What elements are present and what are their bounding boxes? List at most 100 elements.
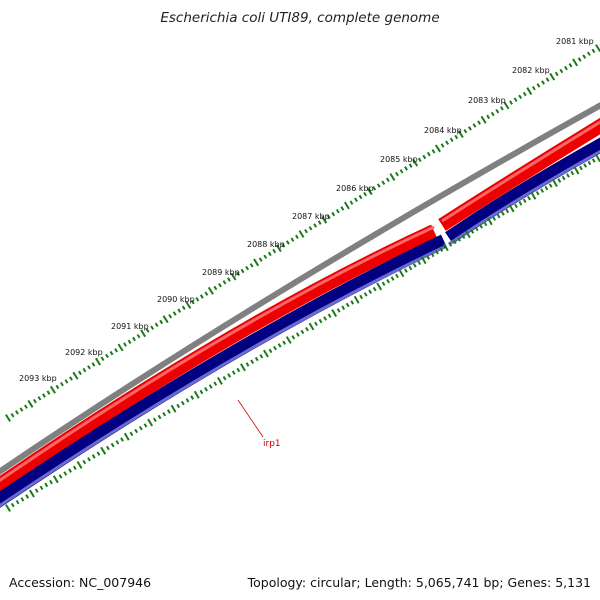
inner-tick-minor <box>224 377 226 380</box>
inner-tick-minor <box>45 483 47 487</box>
inner-tick-minor <box>260 355 262 358</box>
outer-tick-minor <box>174 312 176 315</box>
outer-tick-minor <box>151 326 153 329</box>
inner-tick-minor <box>414 264 416 267</box>
inner-tick-minor <box>558 179 560 183</box>
inner-tick-minor <box>205 388 207 392</box>
inner-tick-minor <box>191 396 193 400</box>
inner-tick-minor <box>347 303 349 307</box>
outer-tick-minor <box>396 172 398 175</box>
inner-tick-minor <box>418 261 420 265</box>
inner-tick-major <box>172 405 176 412</box>
inner-tick-minor <box>537 192 539 195</box>
inner-tick-minor <box>163 413 165 416</box>
inner-tick-major <box>332 310 336 317</box>
outer-tick-major <box>527 88 531 95</box>
outer-tick-minor <box>219 284 221 287</box>
outer-tick-minor <box>20 408 22 411</box>
irp1-leader-line <box>238 400 263 437</box>
outer-tick-minor <box>350 201 352 204</box>
outer-tick-minor <box>314 224 316 227</box>
outer-tick-minor <box>65 380 67 383</box>
inner-tick-minor <box>121 438 123 441</box>
inner-tick-minor <box>64 472 66 475</box>
inner-tick-minor <box>270 349 272 353</box>
outer-tick-minor <box>382 181 384 184</box>
outer-tick-minor <box>178 309 180 312</box>
outer-tick-major <box>573 59 577 66</box>
gene-label-irp1[interactable]: irp1 <box>263 439 281 449</box>
inner-tick-minor <box>506 209 508 212</box>
inner-tick-minor <box>12 503 14 506</box>
outer-tick-minor <box>38 397 40 400</box>
outer-tick-minor <box>515 98 517 101</box>
outer-tick-minor <box>569 64 571 67</box>
outer-tick-minor <box>228 278 230 281</box>
scale-label: 2091 kbp <box>111 322 149 331</box>
outer-tick-major <box>28 401 32 408</box>
outer-tick-minor <box>464 130 466 133</box>
outer-tick-minor <box>337 210 339 213</box>
inner-scale-ticks <box>6 155 600 512</box>
inner-tick-minor <box>515 204 517 207</box>
outer-tick-minor <box>473 124 475 127</box>
inner-tick-minor <box>154 418 156 421</box>
reverse-strand-gene-a <box>0 241 444 513</box>
inner-tick-minor <box>187 399 189 402</box>
inner-tick-minor <box>292 336 294 339</box>
outer-tick-major <box>6 415 10 422</box>
inner-tick-minor <box>315 322 317 325</box>
inner-tick-minor <box>550 184 552 187</box>
inner-tick-minor <box>135 429 137 432</box>
inner-tick-minor <box>563 176 565 180</box>
inner-tick-minor <box>41 486 43 489</box>
outer-tick-major <box>596 45 600 52</box>
inner-tick-minor <box>283 341 285 344</box>
outer-tick-minor <box>56 385 58 388</box>
inner-tick-minor <box>541 189 543 193</box>
inner-tick-major <box>54 476 58 483</box>
outer-tick-minor <box>492 112 494 115</box>
scale-label: 2087 kbp <box>292 212 330 221</box>
outer-tick-minor <box>547 78 549 81</box>
outer-tick-major <box>482 116 486 123</box>
inner-tick-minor <box>251 360 253 364</box>
inner-tick-minor <box>427 256 429 259</box>
inner-tick-major <box>310 323 314 330</box>
inner-tick-minor <box>112 443 114 446</box>
outer-tick-minor <box>405 167 407 170</box>
inner-tick-minor <box>210 385 212 388</box>
outer-tick-minor <box>205 292 207 295</box>
inner-tick-major <box>148 419 152 426</box>
inner-tick-minor <box>237 368 239 371</box>
inner-tick-minor <box>228 374 230 378</box>
scale-label: 2089 kbp <box>202 268 240 277</box>
inner-tick-minor <box>324 317 326 321</box>
inner-tick-minor <box>392 277 394 281</box>
outer-tick-major <box>550 73 554 80</box>
inner-tick-major <box>241 364 245 371</box>
outer-tick-minor <box>451 138 453 141</box>
inner-tick-minor <box>519 202 521 206</box>
inner-tick-minor <box>360 295 362 299</box>
outer-tick-minor <box>264 255 266 258</box>
scale-label: 2090 kbp <box>157 295 195 304</box>
outer-tick-minor <box>133 337 135 340</box>
scale-label: 2083 kbp <box>468 96 506 105</box>
inner-tick-minor <box>329 314 331 318</box>
outer-tick-minor <box>110 351 112 354</box>
outer-tick-minor <box>410 164 412 167</box>
outer-tick-minor <box>360 195 362 198</box>
outer-tick-minor <box>156 323 158 326</box>
inner-tick-minor <box>409 266 411 269</box>
outer-tick-minor <box>34 399 36 402</box>
inner-tick-minor <box>383 282 385 285</box>
inner-tick-minor <box>130 432 132 436</box>
inner-tick-major <box>78 462 82 469</box>
outer-tick-minor <box>579 58 581 61</box>
outer-tick-minor <box>510 101 512 104</box>
inner-tick-major <box>125 433 129 440</box>
inner-tick-minor <box>480 225 482 228</box>
scale-label: 2088 kbp <box>247 240 285 249</box>
inner-tick-minor <box>247 363 249 366</box>
